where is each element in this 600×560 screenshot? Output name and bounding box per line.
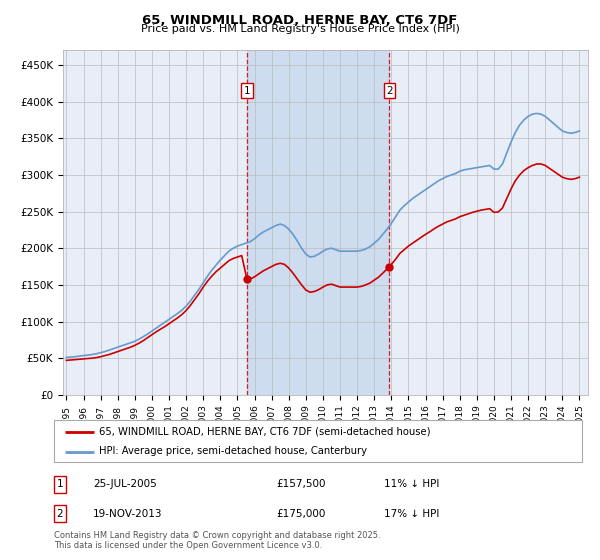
Text: £175,000: £175,000 <box>276 508 325 519</box>
Text: 2: 2 <box>386 86 393 96</box>
FancyBboxPatch shape <box>54 420 582 462</box>
Text: 25-JUL-2005: 25-JUL-2005 <box>93 479 157 489</box>
Bar <box>247 50 389 395</box>
Text: Contains HM Land Registry data © Crown copyright and database right 2025.
This d: Contains HM Land Registry data © Crown c… <box>54 531 380 550</box>
Text: £157,500: £157,500 <box>276 479 325 489</box>
Text: 1: 1 <box>244 86 250 96</box>
Text: 2: 2 <box>56 508 64 519</box>
Text: 65, WINDMILL ROAD, HERNE BAY, CT6 7DF (semi-detached house): 65, WINDMILL ROAD, HERNE BAY, CT6 7DF (s… <box>99 427 430 437</box>
Text: 19-NOV-2013: 19-NOV-2013 <box>93 508 163 519</box>
Text: 17% ↓ HPI: 17% ↓ HPI <box>384 508 439 519</box>
Text: 11% ↓ HPI: 11% ↓ HPI <box>384 479 439 489</box>
Text: Price paid vs. HM Land Registry's House Price Index (HPI): Price paid vs. HM Land Registry's House … <box>140 24 460 34</box>
Text: HPI: Average price, semi-detached house, Canterbury: HPI: Average price, semi-detached house,… <box>99 446 367 456</box>
Text: 1: 1 <box>56 479 64 489</box>
Text: 65, WINDMILL ROAD, HERNE BAY, CT6 7DF: 65, WINDMILL ROAD, HERNE BAY, CT6 7DF <box>142 14 458 27</box>
